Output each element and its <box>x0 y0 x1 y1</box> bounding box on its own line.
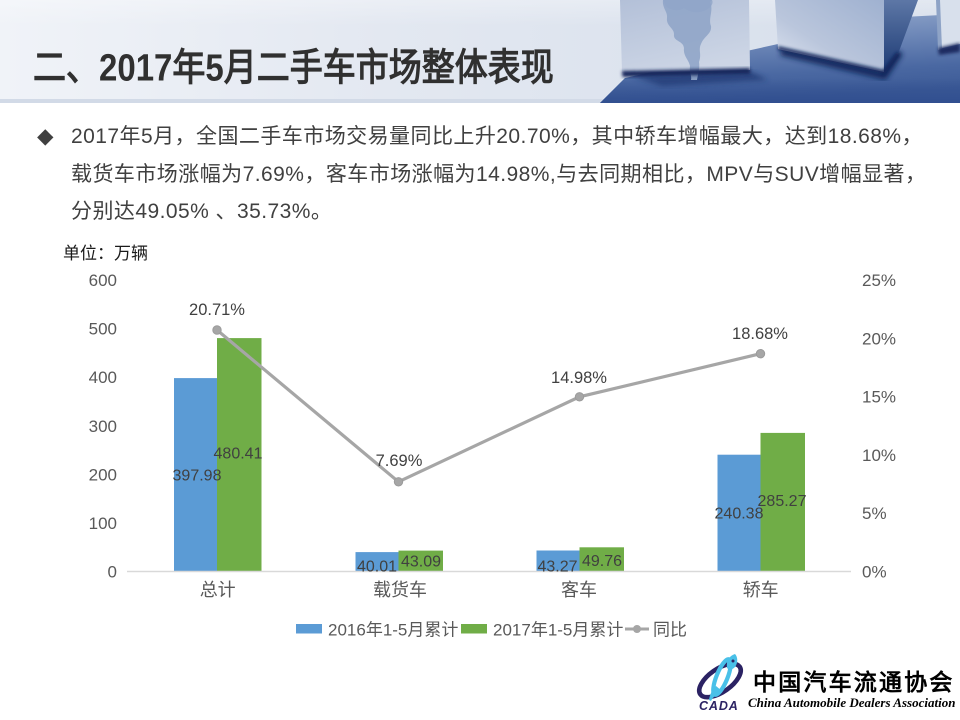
svg-text:载货车: 载货车 <box>373 580 427 600</box>
svg-text:10%: 10% <box>862 446 896 465</box>
svg-text:0: 0 <box>108 563 117 582</box>
svg-text:客车: 客车 <box>561 580 597 600</box>
svg-text:400: 400 <box>89 368 117 387</box>
svg-text:0%: 0% <box>862 563 887 582</box>
svg-text:20%: 20% <box>862 329 896 348</box>
svg-text:同比: 同比 <box>653 621 687 640</box>
svg-text:285.27: 285.27 <box>758 493 807 510</box>
svg-text:397.98: 397.98 <box>173 468 222 485</box>
svg-text:15%: 15% <box>862 388 896 407</box>
svg-text:200: 200 <box>89 465 117 484</box>
svg-text:14.98%: 14.98% <box>551 369 607 387</box>
svg-text:500: 500 <box>89 320 117 339</box>
svg-text:总计: 总计 <box>200 580 236 600</box>
svg-text:2017年1-5月累计: 2017年1-5月累计 <box>493 621 623 640</box>
svg-text:中国汽车流通协会: 中国汽车流通协会 <box>753 669 955 695</box>
svg-text:300: 300 <box>89 417 117 436</box>
svg-text:5%: 5% <box>862 504 887 523</box>
svg-text:18.68%: 18.68% <box>732 325 788 343</box>
svg-text:China Automobile Dealers Assoc: China Automobile Dealers Association <box>748 695 955 710</box>
svg-text:43.27: 43.27 <box>537 559 577 576</box>
svg-text:20.71%: 20.71% <box>189 301 245 319</box>
svg-text:CADA: CADA <box>699 699 739 713</box>
svg-text:2016年1-5月累计: 2016年1-5月累计 <box>328 621 458 640</box>
svg-text:480.41: 480.41 <box>214 446 263 463</box>
svg-text:49.76: 49.76 <box>582 553 622 570</box>
svg-text:43.09: 43.09 <box>401 554 441 571</box>
svg-text:25%: 25% <box>862 271 896 290</box>
svg-text:600: 600 <box>89 271 117 290</box>
svg-text:100: 100 <box>89 514 117 533</box>
svg-text:7.69%: 7.69% <box>376 452 423 470</box>
svg-text:240.38: 240.38 <box>715 506 764 523</box>
svg-text:40.01: 40.01 <box>357 559 397 576</box>
svg-text:轿车: 轿车 <box>743 580 779 600</box>
